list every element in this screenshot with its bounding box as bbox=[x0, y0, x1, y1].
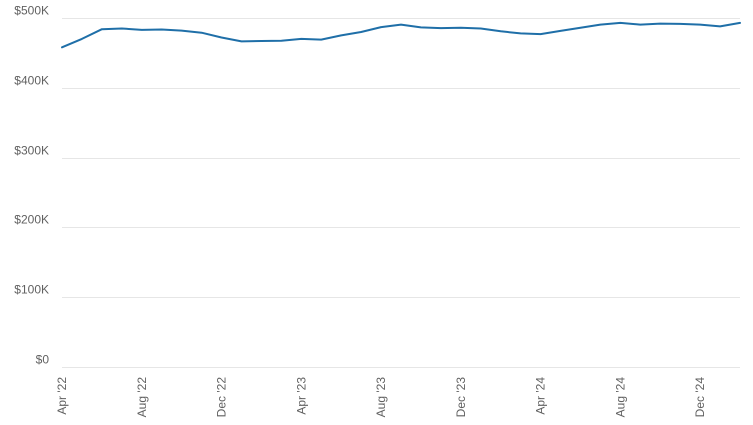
y-tick-label: $400K bbox=[14, 74, 49, 88]
gridlines bbox=[62, 18, 740, 368]
y-tick-label: $100K bbox=[14, 283, 49, 297]
x-tick-label: Aug '23 bbox=[374, 377, 388, 418]
x-tick-label: Dec '24 bbox=[693, 377, 707, 418]
x-axis-ticks: Apr '22 Aug '22 Dec '22 Apr '23 Aug '23 Dec '… bbox=[55, 377, 707, 418]
x-tick-label: Apr '24 bbox=[534, 377, 548, 415]
y-tick-label: $0 bbox=[36, 353, 50, 367]
x-tick-label: Dec '23 bbox=[454, 377, 468, 418]
x-tick-label: Aug '22 bbox=[135, 377, 149, 418]
x-tick-label: Apr '23 bbox=[294, 377, 308, 415]
series-layer bbox=[61, 21, 741, 49]
x-tick-label: Apr '22 bbox=[55, 377, 69, 415]
x-tick-label: Aug '24 bbox=[613, 377, 627, 418]
x-tick-label: Dec '22 bbox=[215, 377, 229, 418]
y-tick-label: $500K bbox=[14, 4, 49, 18]
series-line bbox=[61, 21, 741, 49]
y-axis-ticks: $0 $100K $200K $300K $400K $500K bbox=[14, 4, 49, 367]
y-tick-label: $200K bbox=[14, 213, 49, 227]
y-tick-label: $300K bbox=[14, 144, 49, 158]
